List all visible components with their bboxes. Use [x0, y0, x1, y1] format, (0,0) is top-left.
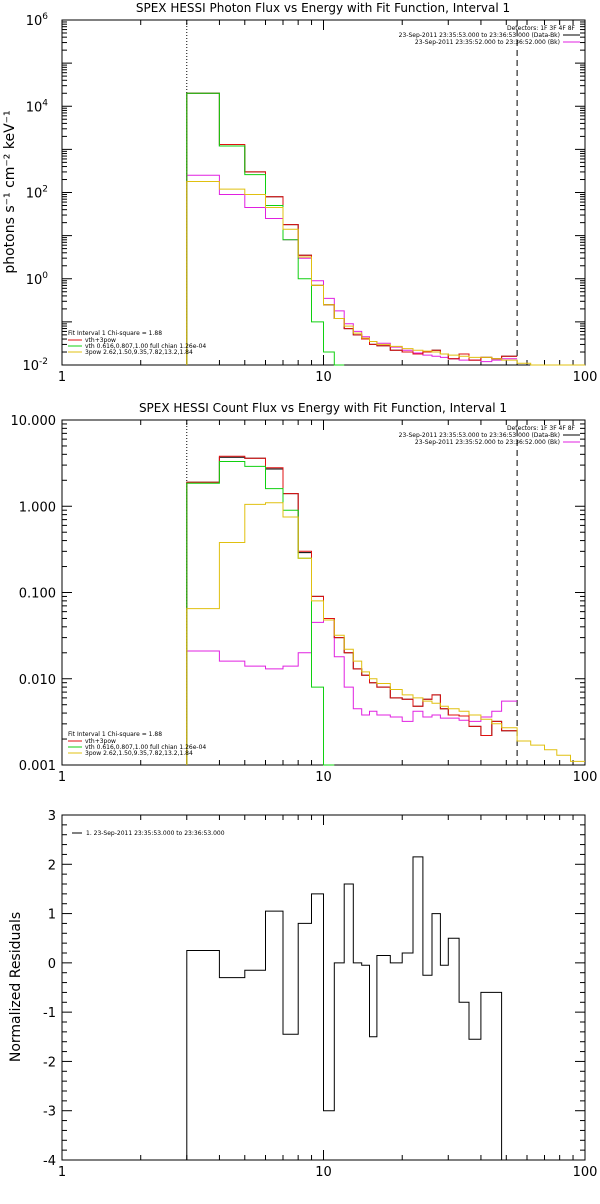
- y-tick-label: 2: [48, 858, 56, 873]
- y-tick-label: 0.100: [19, 587, 56, 602]
- legend-fit-interval: Fit Interval 1 Chi-square = 1.88: [68, 731, 162, 738]
- y-tick-label: 104: [26, 98, 49, 115]
- residuals-series: [186, 856, 518, 1161]
- y-tick-label: 10-2: [22, 357, 48, 374]
- legend-entry-data-bk: 23-Sep-2011 23:35:53.000 to 23:36:53.000…: [399, 32, 560, 39]
- count-flux-panel: SPEX HESSI Count Flux vs Energy with Fit…: [11, 401, 598, 785]
- photon-flux-axes-frame: [61, 19, 586, 366]
- legend-entry-vth: vth 0.616,0.807,1.00 full chian 1.26e-04: [85, 343, 206, 350]
- photon-flux-title: SPEX HESSI Photon Flux vs Energy with Fi…: [136, 1, 510, 15]
- x-tick-label: 100: [573, 1165, 598, 1180]
- y-tick-label: 102: [26, 185, 48, 202]
- series-line: [186, 502, 518, 765]
- series-line: [186, 455, 518, 765]
- y-tick-label: 106: [26, 12, 49, 29]
- legend-fit-interval: Fit Interval 1 Chi-square = 1.88: [68, 330, 162, 337]
- series-line-3pow-extension: [516, 361, 585, 366]
- legend-detectors: Detectors: 1F 3F 4F 8F: [507, 25, 576, 32]
- y-tick-label: 0: [48, 957, 56, 972]
- y-tick-label: 0.001: [19, 759, 56, 774]
- count-flux-title: SPEX HESSI Count Flux vs Energy with Fit…: [139, 401, 507, 415]
- y-tick-label: 100: [26, 271, 49, 288]
- x-tick-label: 1: [58, 370, 66, 385]
- photon-flux-ticks: 1 10 100 10-2 100 102 104 106: [22, 12, 597, 385]
- series-line: [186, 456, 518, 765]
- y-tick-label: 1: [48, 908, 56, 923]
- photon-flux-series: [186, 92, 585, 366]
- residuals-ticks: 1 10 100 -4 -3 -2 -1 0 1 2 3: [43, 809, 597, 1180]
- photon-flux-legend-bottom: Fit Interval 1 Chi-square = 1.88 vth+3po…: [68, 330, 206, 356]
- series-line: [186, 181, 518, 365]
- x-tick-label: 100: [573, 370, 598, 385]
- x-tick-label: 1: [58, 770, 66, 785]
- y-tick-label: -1: [43, 1006, 56, 1021]
- photon-flux-vlines: [186, 20, 518, 365]
- x-tick-label: 10: [315, 770, 332, 785]
- series-line: [186, 461, 335, 766]
- count-flux-vlines: [186, 420, 518, 765]
- y-tick-label: -3: [43, 1105, 56, 1120]
- legend-entry-3pow: 3pow 2.62,1.50,9.35,7.82,13.2,1.84: [85, 750, 193, 757]
- legend-entry-vth3pow: vth+3pow: [85, 738, 116, 745]
- residuals-legend: 1. 23-Sep-2011 23:35:53.000 to 23:36:53.…: [72, 830, 225, 837]
- x-tick-label: 100: [573, 770, 598, 785]
- legend-entry-bk: 23-Sep-2011 23:35:52.000 to 23:36:52.000…: [415, 439, 560, 446]
- residuals-ylabel: Normalized Residuals: [8, 912, 24, 1062]
- legend-entry-vth3pow: vth+3pow: [85, 337, 116, 344]
- series-line: [186, 92, 345, 366]
- y-tick-label: 10.000: [11, 414, 57, 429]
- series-line: [186, 618, 518, 765]
- legend-entry-data-bk: 23-Sep-2011 23:35:53.000 to 23:36:53.000…: [399, 432, 560, 439]
- y-tick-label: 1.000: [19, 500, 56, 515]
- legend-entry-3pow: 3pow 2.62,1.50,9.35,7.82,13.2,1.84: [85, 349, 193, 356]
- residuals-panel: Normalized Residuals 1 10 100-4-3-2-10123 …: [8, 809, 597, 1180]
- photon-flux-legend-top: Detectors: 1F 3F 4F 8F 23-Sep-2011 23:35…: [399, 25, 580, 46]
- y-tick-label: -2: [43, 1055, 56, 1070]
- series-line: [186, 174, 518, 365]
- legend-entry-vth: vth 0.616,0.807,1.00 full chian 1.26e-04: [85, 744, 206, 751]
- legend-detectors: Detectors: 1F 3F 4F 8F: [507, 425, 576, 432]
- legend-entry-residual: 1. 23-Sep-2011 23:35:53.000 to 23:36:53.…: [86, 830, 225, 837]
- count-flux-legend-top: Detectors: 1F 3F 4F 8F 23-Sep-2011 23:35…: [399, 425, 580, 446]
- series-line-3pow-extension: [516, 735, 585, 762]
- series-line: [186, 856, 518, 1161]
- legend-entry-bk: 23-Sep-2011 23:35:52.000 to 23:36:52.000…: [415, 39, 560, 46]
- y-tick-label: -4: [43, 1154, 56, 1169]
- x-tick-label: 10: [315, 370, 332, 385]
- count-flux-series: [186, 455, 585, 766]
- count-flux-ticks: 1 10 100 0.001 0.010 0.100 1.000 10.000: [11, 414, 598, 785]
- y-tick-label: 3: [48, 809, 56, 824]
- count-flux-legend-bottom: Fit Interval 1 Chi-square = 1.88 vth+3po…: [68, 731, 206, 757]
- photon-flux-panel: SPEX HESSI Photon Flux vs Energy with Fi…: [2, 1, 597, 385]
- x-tick-label: 1: [58, 1165, 66, 1180]
- photon-flux-ylabel: photons s⁻¹ cm⁻² keV⁻¹: [2, 110, 18, 273]
- x-tick-label: 10: [315, 1165, 332, 1180]
- y-tick-label: 0.010: [19, 673, 56, 688]
